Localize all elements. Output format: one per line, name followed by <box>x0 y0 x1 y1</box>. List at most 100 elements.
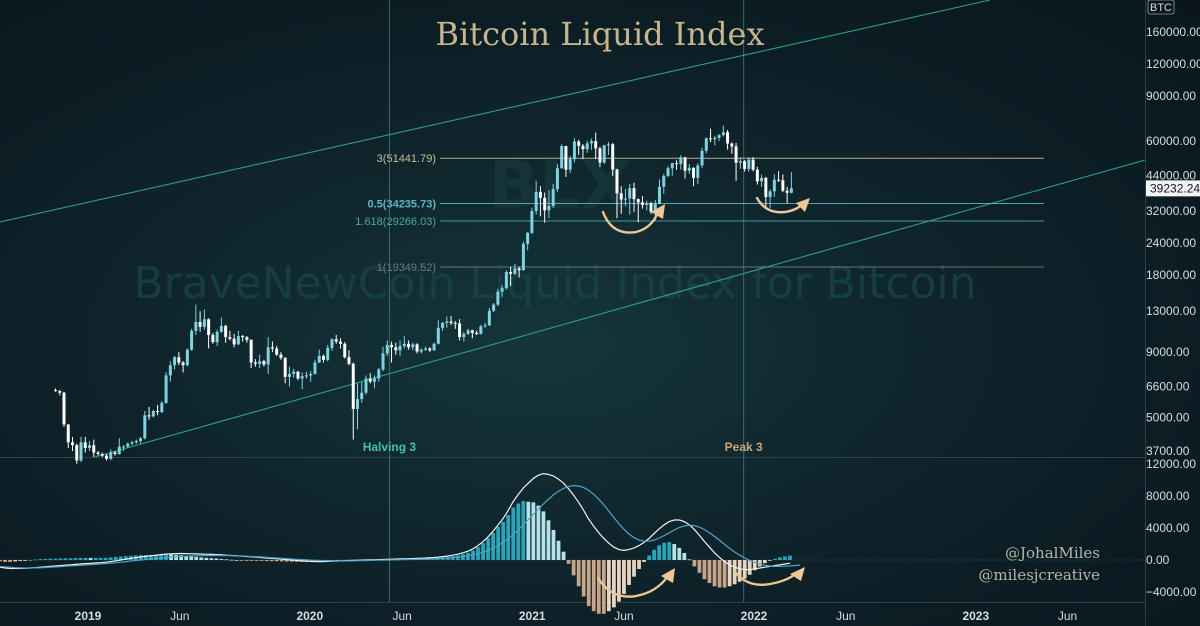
candle-body <box>679 157 682 164</box>
macd-hist-bar <box>642 560 646 562</box>
candle-body <box>709 138 712 139</box>
macd-hist-bar <box>69 558 73 560</box>
macd-hist-bar <box>677 548 681 560</box>
candle-body <box>518 268 521 270</box>
candle-body <box>165 375 168 403</box>
candle-body <box>624 199 627 200</box>
price-tick-label-3: 60000.00 <box>1146 134 1196 148</box>
candle-body <box>662 176 665 187</box>
price-tick-label-5: 32000.00 <box>1146 204 1196 218</box>
candle-body <box>199 322 202 327</box>
candle-body <box>790 188 793 192</box>
candle-body <box>92 445 95 452</box>
candle-body <box>445 322 448 323</box>
macd-tick-label-1: 8000.00 <box>1146 489 1190 503</box>
candle-body <box>628 188 631 198</box>
pane-divider <box>0 457 1145 458</box>
macd-hist-bar <box>28 560 32 561</box>
candle-body <box>658 187 661 204</box>
time-label-3: Jun <box>392 609 411 623</box>
candle-body <box>607 144 610 145</box>
candle-body <box>330 339 333 348</box>
candle-body <box>735 146 738 162</box>
candle-body <box>88 445 91 448</box>
candle-body <box>139 438 142 441</box>
candle-body <box>160 403 163 412</box>
candle-body <box>675 163 678 164</box>
macd-hist-bar <box>531 502 535 560</box>
chart-title: Bitcoin Liquid Index <box>436 15 765 53</box>
event-label-0: Halving 3 <box>363 440 417 454</box>
macd-hist-bar <box>3 560 7 562</box>
candle-body <box>63 393 66 425</box>
candle-body <box>279 355 282 358</box>
macd-tick-label-2: 4000.00 <box>1146 521 1190 535</box>
candle-body <box>148 415 151 416</box>
candle-body <box>407 344 410 347</box>
macd-hist-bar <box>265 560 269 561</box>
candle-body <box>688 168 691 171</box>
macd-hist-bar <box>199 557 203 560</box>
candle-body <box>479 326 482 334</box>
candle-body <box>267 347 270 364</box>
candle-body <box>411 344 414 347</box>
candle-body <box>671 163 674 168</box>
candle-body <box>250 340 253 363</box>
candle-body <box>501 288 504 292</box>
candle-body <box>692 168 695 178</box>
candle-body <box>458 323 461 337</box>
macd-hist-bar <box>48 559 52 560</box>
macd-hist-bar <box>114 557 118 560</box>
candle-body <box>705 138 708 150</box>
macd-hist-bar <box>592 560 596 611</box>
time-label-4: 2021 <box>519 609 546 623</box>
macd-hist-bar <box>13 560 17 561</box>
macd-hist-bar <box>99 558 103 560</box>
macd-hist-bar <box>0 560 2 561</box>
candle-body <box>492 305 495 311</box>
macd-hist-bar <box>672 544 676 560</box>
candle-body <box>641 202 644 205</box>
candle-body <box>484 325 487 326</box>
macd-hist-bar <box>783 556 787 560</box>
candle-body <box>399 346 402 350</box>
candle-body <box>169 365 172 375</box>
candle-body <box>288 374 291 377</box>
candle-body <box>701 151 704 166</box>
candle-body <box>386 345 389 353</box>
candle-body <box>207 319 210 335</box>
candle-body <box>569 159 572 170</box>
macd-hist-bar <box>703 560 707 579</box>
candle-body <box>428 348 431 350</box>
candle-body <box>603 145 606 162</box>
macd-hist-bar <box>58 558 62 560</box>
candle-body <box>564 146 567 170</box>
macd-hist-bar <box>778 557 782 560</box>
macd-hist-bar <box>718 560 722 588</box>
candle-body <box>420 350 423 352</box>
candle-body <box>211 335 214 342</box>
candle-body <box>326 348 329 360</box>
macd-hist-bar <box>682 553 686 560</box>
candle-body <box>241 336 244 337</box>
last-price-label: 39232.24 <box>1150 181 1200 195</box>
macd-hist-bar <box>597 560 601 614</box>
candle-body <box>348 357 351 364</box>
candle-body <box>71 442 74 445</box>
candle-body <box>118 447 121 454</box>
macd-hist-bar <box>43 559 47 560</box>
watermark-text: BraveNewCoin Liquid Index for Bitcoin <box>133 258 976 309</box>
candle-body <box>547 206 550 210</box>
macd-hist-bar <box>768 560 772 561</box>
macd-hist-bar <box>698 560 702 573</box>
candle-body <box>424 348 427 349</box>
candle-body <box>101 454 104 456</box>
candle-body <box>530 211 533 233</box>
candle-body <box>450 322 453 323</box>
macd-hist-bar <box>607 560 611 611</box>
macd-hist-bar <box>552 530 556 560</box>
macd-tick-label-3: 0.00 <box>1146 553 1170 567</box>
macd-hist-bar <box>33 559 37 560</box>
